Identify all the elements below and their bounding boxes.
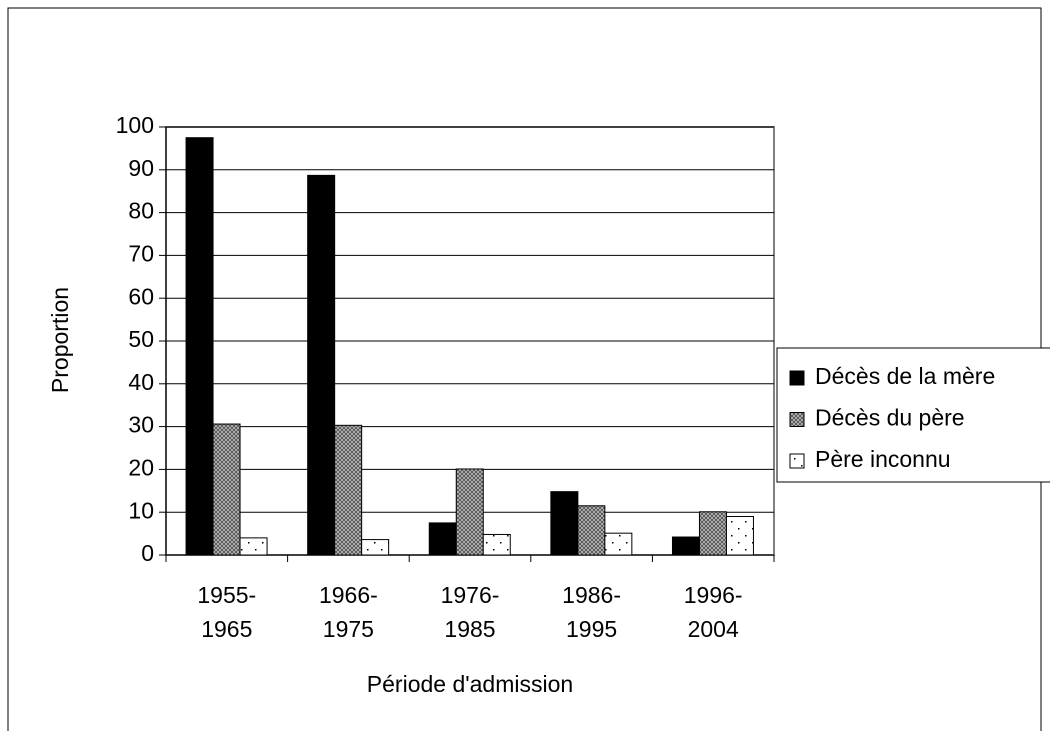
bar [725,515,754,556]
bar [185,137,214,556]
y-tick-label: 80 [128,198,154,224]
bar [361,539,390,556]
bar [455,468,484,556]
bar [212,423,241,556]
x-axis-title: Période d'admission [367,671,573,697]
y-axis-title: Proportion [47,287,73,393]
bar [334,424,363,556]
x-tick-label: 1996-2004 [683,582,743,642]
legend [776,347,1050,483]
x-tick-label: 1955-1965 [197,582,257,642]
y-tick-label: 50 [128,326,154,352]
legend-label: Décès de la mère [815,363,995,389]
y-tick-label: 20 [128,454,154,480]
bar [604,532,633,556]
y-tick-label: 100 [116,112,154,138]
y-tick-label: 60 [128,283,154,309]
bar [428,522,457,556]
bar [577,505,606,556]
legend-swatch [789,412,805,427]
x-tick-label: 1976-1985 [440,582,500,642]
y-tick-label: 70 [128,240,154,266]
legend-label: Père inconnu [815,446,951,472]
y-tick-label: 90 [128,155,154,181]
y-tick-label: 30 [128,412,154,438]
bar [550,491,579,556]
bar [482,533,511,556]
bar [239,537,268,556]
bar [307,174,336,556]
y-tick-label: 10 [128,497,154,523]
legend-swatch [789,453,805,469]
legend-swatch [789,370,805,386]
y-tick-label: 0 [141,540,154,566]
bar [698,511,727,556]
x-tick-label: 1966-1975 [318,582,378,642]
legend-label: Décès du père [815,405,965,431]
y-tick-label: 40 [128,369,154,395]
x-tick-label: 1986-1995 [562,582,621,642]
bar [671,536,700,556]
